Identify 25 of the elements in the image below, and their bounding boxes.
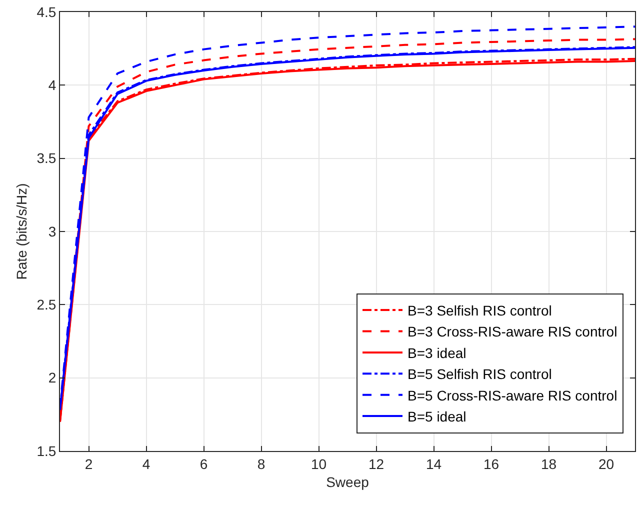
legend-label: B=3 Cross-RIS-aware RIS control (408, 324, 618, 340)
legend-label: B=3 Selfish RIS control (408, 302, 552, 318)
x-tick-label: 4 (142, 456, 150, 472)
x-tick-label: 12 (368, 456, 384, 472)
legend-label: B=5 ideal (408, 408, 466, 424)
y-tick-label: 3 (48, 223, 56, 240)
x-tick-label: 18 (540, 456, 557, 472)
x-tick-label: 20 (598, 456, 614, 472)
y-tick-label: 4 (48, 77, 56, 94)
y-tick-label: 2.5 (36, 296, 56, 313)
y-tick-label: 1.5 (36, 442, 56, 459)
y-tick-label: 3.5 (36, 150, 56, 166)
x-tick-label: 16 (483, 456, 500, 472)
x-tick-label: 8 (257, 456, 266, 472)
x-tick-label: 2 (84, 456, 93, 472)
x-tick-label: 14 (426, 456, 442, 472)
legend-label: B=3 ideal (408, 344, 466, 361)
y-tick-label: 2 (48, 370, 56, 386)
y-tick-label: 4.5 (36, 4, 56, 20)
x-tick-label: 6 (200, 456, 208, 472)
y-axis-title: Rate (bits/s/Hz) (13, 183, 30, 280)
legend-label: B=5 Selfish RIS control (408, 366, 552, 382)
x-axis-title: Sweep (326, 474, 370, 490)
legend-label: B=5 Cross-RIS-aware RIS control (408, 387, 618, 404)
x-tick-label: 10 (310, 456, 327, 472)
